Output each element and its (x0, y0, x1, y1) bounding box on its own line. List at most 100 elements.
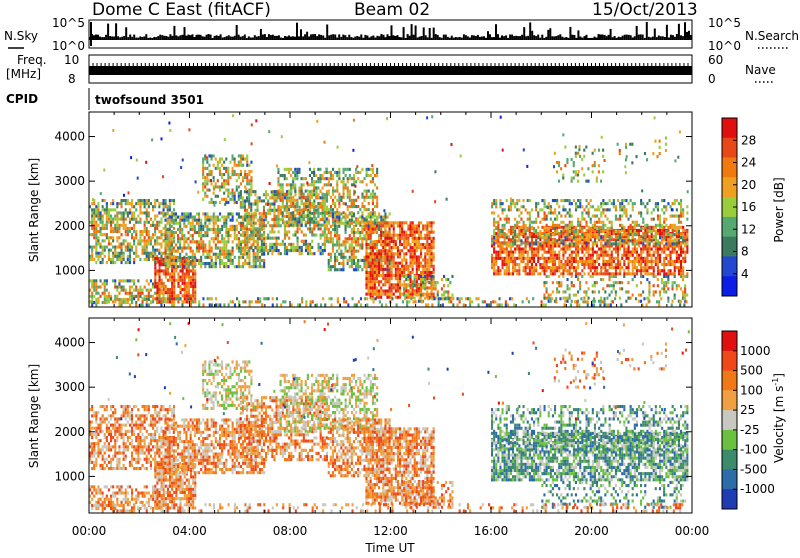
noise-bar (397, 35, 399, 40)
power-cell (288, 168, 290, 171)
power-cell (104, 279, 106, 282)
power-cell (353, 247, 355, 250)
noise-bar (385, 37, 387, 40)
noise-bar (588, 38, 590, 40)
power-cell (349, 168, 351, 171)
power-cell (169, 247, 171, 250)
power-cell (433, 293, 435, 296)
power-cell (248, 193, 250, 196)
power-cell (628, 251, 630, 254)
power-cell (146, 221, 148, 224)
power-cell (202, 262, 204, 265)
power-cell (290, 174, 292, 177)
power-cell (265, 193, 267, 196)
power-cell (146, 208, 148, 211)
power-cell (280, 209, 282, 212)
power-cell (583, 248, 585, 251)
power-cell (123, 286, 125, 289)
power-cell (250, 209, 252, 212)
power-cell (431, 240, 433, 243)
power-cell (357, 171, 359, 174)
power-cell (586, 263, 588, 266)
power-cell (416, 286, 418, 289)
power-cell (240, 216, 242, 219)
power-cell (298, 193, 300, 196)
power-cell (368, 259, 370, 262)
power-cell (169, 237, 171, 240)
power-cell (334, 190, 336, 193)
power-cell (330, 208, 332, 211)
power-cell (91, 298, 93, 301)
power-cell (353, 174, 355, 177)
power-cell (376, 224, 378, 227)
power-cell (307, 211, 309, 214)
noise-bar (571, 35, 573, 40)
power-cell (324, 193, 326, 196)
power-cell (389, 259, 391, 262)
noise-bar (654, 29, 656, 41)
power-cell (165, 285, 167, 288)
power-cell (144, 246, 146, 249)
power-cell (307, 249, 309, 252)
noise-bar (433, 28, 435, 40)
power-cell (317, 205, 319, 208)
power-cell (292, 202, 294, 205)
power-cell (569, 260, 571, 263)
power-cell (418, 231, 420, 234)
power-cell (273, 203, 275, 206)
power-cell (395, 271, 397, 274)
power-cell (232, 170, 234, 173)
power-cell (169, 294, 171, 297)
power-cell (273, 215, 275, 218)
power-cell (368, 252, 370, 255)
power-cell (386, 265, 388, 268)
power-cell (284, 230, 286, 233)
power-cell (588, 272, 590, 275)
noise-bar (553, 36, 555, 40)
power-cell (167, 212, 169, 215)
power-cell (213, 265, 215, 268)
power-cell (230, 256, 232, 259)
noise-bar (555, 36, 557, 40)
power-cell (365, 286, 367, 289)
power-cell (121, 279, 123, 282)
power-cell (196, 247, 198, 250)
power-cell (213, 219, 215, 222)
power-cell (91, 202, 93, 205)
power-cell (276, 243, 278, 246)
power-cell (236, 185, 238, 188)
power-cell (328, 265, 330, 268)
power-cell (173, 240, 175, 243)
power-cell (204, 212, 206, 215)
power-cell (296, 224, 298, 227)
power-cell (428, 281, 430, 284)
noise-bar (646, 22, 648, 40)
power-cell (169, 228, 171, 231)
power-cell (261, 227, 263, 230)
power-cell (338, 240, 340, 243)
power-cell (384, 277, 386, 280)
power-cell (276, 237, 278, 240)
power-cell (596, 257, 598, 260)
power-cell (185, 225, 187, 228)
power-cell (378, 296, 380, 299)
power-cell (163, 199, 165, 202)
noise-bar (236, 25, 238, 40)
noise-bar (354, 37, 356, 40)
power-cell (250, 218, 252, 221)
power-cell (368, 168, 370, 171)
power-cell (148, 239, 150, 242)
power-cell (225, 222, 227, 225)
power-cell (137, 292, 139, 295)
power-cell (412, 231, 414, 234)
power-cell (449, 281, 451, 284)
power-cell (376, 205, 378, 208)
noise-bar (368, 38, 370, 41)
power-cell (552, 272, 554, 275)
power-cell (257, 203, 259, 206)
power-cell (181, 219, 183, 222)
power-cell (347, 237, 349, 240)
power-cell (410, 262, 412, 265)
power-cell (351, 237, 353, 240)
power-cell (376, 199, 378, 202)
